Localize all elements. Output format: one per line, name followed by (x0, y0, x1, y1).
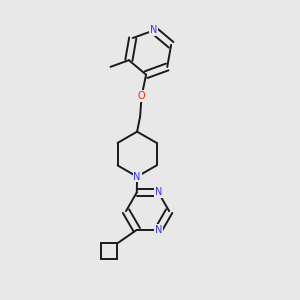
Text: N: N (155, 225, 162, 235)
Text: N: N (150, 25, 158, 35)
Text: O: O (138, 91, 146, 101)
Text: N: N (155, 188, 162, 197)
Text: N: N (134, 172, 141, 182)
